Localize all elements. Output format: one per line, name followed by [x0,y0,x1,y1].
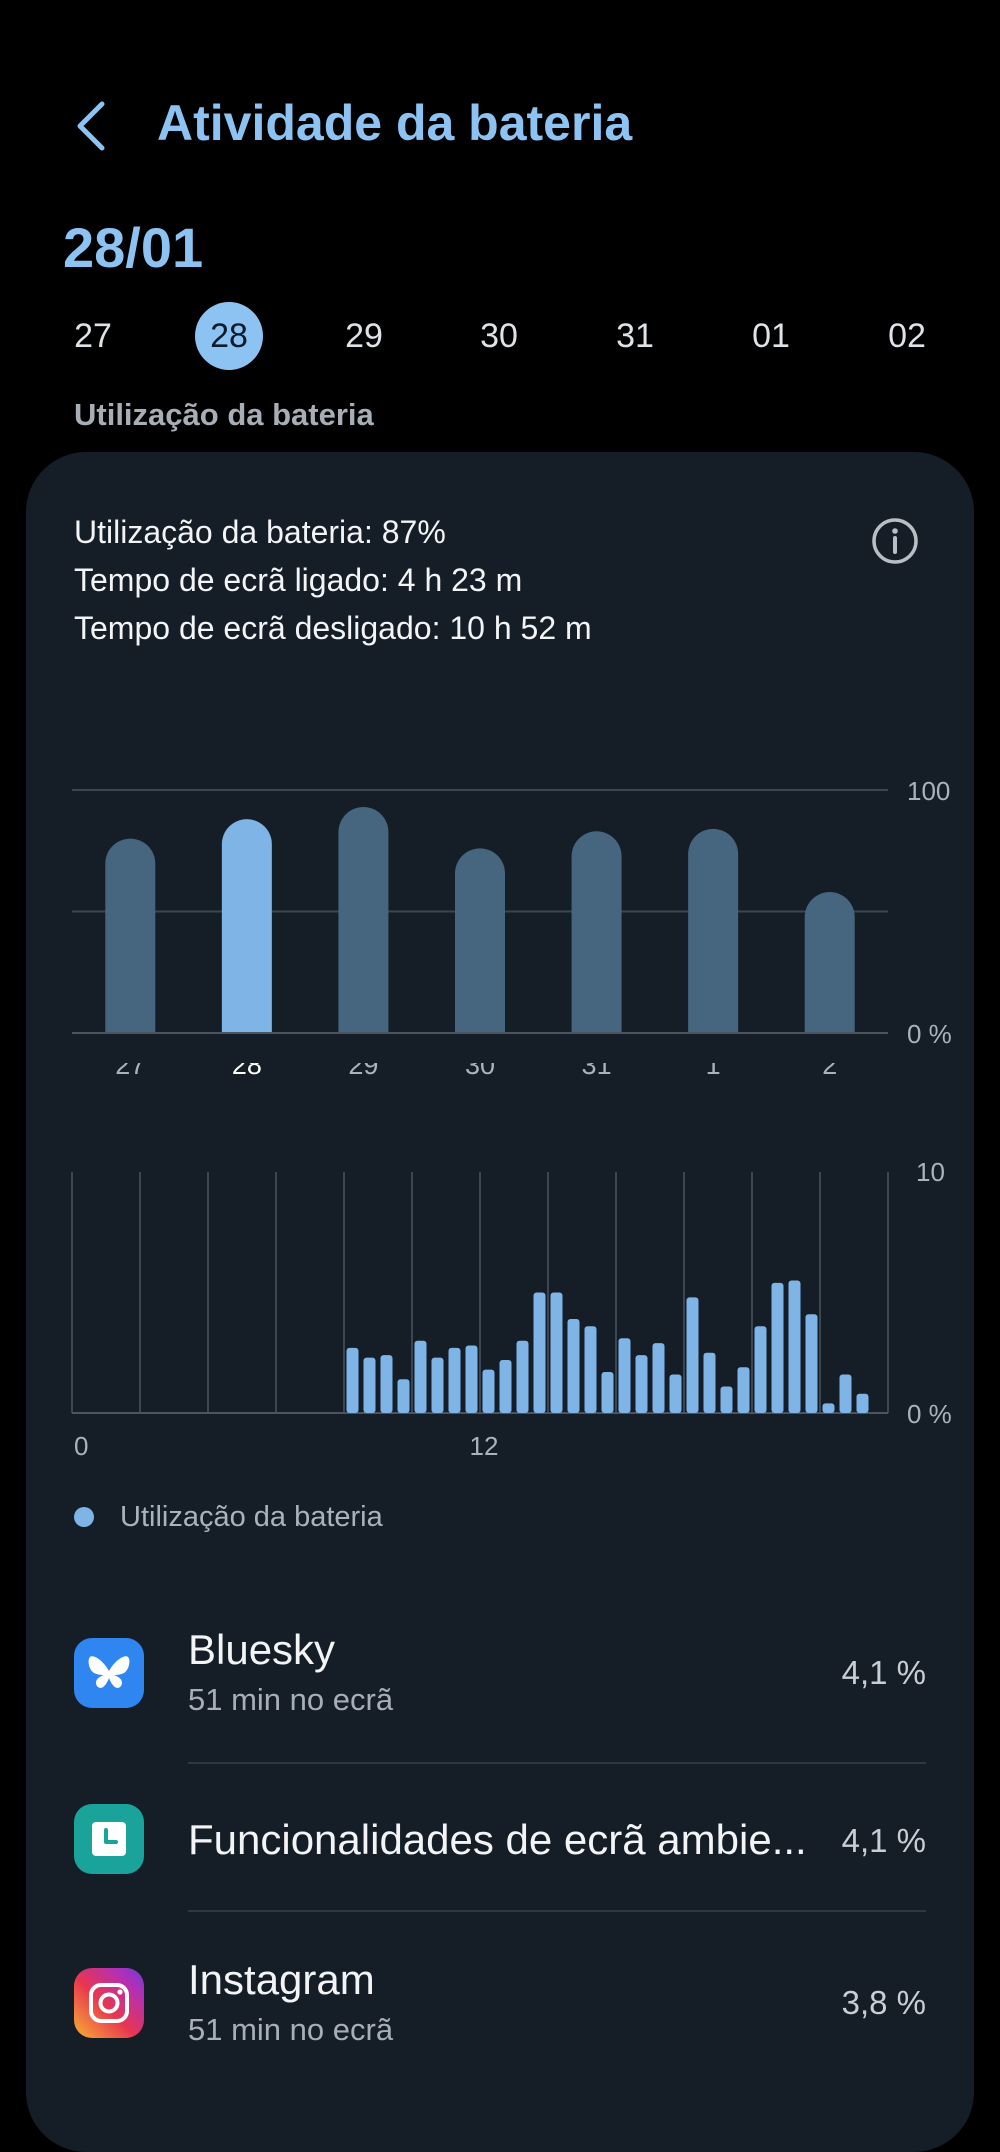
usage-total: Utilização da bateria: 87% [74,514,446,550]
app-percent: 4,1 % [841,1822,926,1859]
usage-summary: Utilização da bateria: 87% Tempo de ecrã… [74,508,592,652]
chart-bar [788,1280,801,1413]
instagram-icon [74,1968,144,2038]
chart-bar [839,1374,852,1413]
day-selector: 27 28 29 30 31 01 02 [0,300,1000,380]
y-tick-label: 100 [907,776,950,806]
legend-dot [74,1507,94,1527]
chart-bar [652,1343,665,1413]
back-arrow-icon[interactable] [64,96,118,156]
day-item-selected[interactable]: 28 [189,300,269,372]
chart-bar [771,1282,784,1413]
app-row-ambient-display[interactable]: Funcionalidades de ecrã ambie... 4,1 % [0,1770,1000,1910]
chart-bar [414,1340,427,1413]
app-name: Funcionalidades de ecrã ambie... [188,1816,807,1863]
app-percent: 4,1 % [841,1654,926,1691]
chart-bar [567,1319,580,1413]
chart-bar [686,1297,699,1413]
app-screen-time: 51 min no ecrã [188,1682,394,1717]
day-item[interactable]: 29 [345,317,383,355]
chart-bar [533,1292,546,1413]
chart-bar [465,1345,478,1413]
chart-bar [703,1352,716,1413]
app-percent: 3,8 % [841,1984,926,2021]
chart-bar [397,1379,410,1413]
chart-bar [618,1338,631,1413]
app-bar: Atividade da bateria [0,80,1000,170]
app-name: Bluesky [188,1626,336,1673]
chart-bar [584,1326,597,1413]
chart-bar [822,1403,835,1413]
day-item[interactable]: 27 [74,317,112,355]
chart-bar [516,1340,529,1413]
section-label: Utilização da bateria [74,397,374,432]
baseline-mask [72,1033,888,1063]
chart-bar [571,831,622,1058]
chart-bar [482,1369,495,1413]
day-item[interactable]: 01 [752,317,790,355]
chart-bar [499,1359,512,1413]
x-tick-label: 12 [470,1431,499,1461]
app-screen-time: 51 min no ecrã [188,2012,394,2047]
chart-bar [669,1374,682,1413]
page-title: Atividade da bateria [157,95,633,151]
chart-bar [363,1357,376,1413]
y-tick-label: 0 % [907,1019,952,1049]
clock-icon [74,1804,144,1874]
legend-label: Utilização da bateria [120,1501,383,1533]
app-name: Instagram [188,1956,375,2003]
y-tick-label: 0 % [907,1399,952,1429]
chart-bar [754,1326,767,1413]
chart-bar [455,848,505,1058]
screen-off-time: Tempo de ecrã desligado: 10 h 52 m [74,610,592,646]
chart-bar [737,1367,750,1413]
chart-bar [338,807,389,1058]
chart-bar [105,838,156,1058]
y-tick-label: 10 [916,1157,945,1187]
chart-bar [720,1386,733,1413]
chart-bar [346,1347,359,1413]
chart-bar [550,1292,563,1413]
chart-bar [688,828,739,1058]
day-item[interactable]: 31 [616,317,654,355]
day-item[interactable]: 30 [480,317,518,355]
chart-bar [804,892,855,1058]
chart-bar [601,1372,614,1413]
info-icon[interactable] [870,516,920,566]
selected-date: 28/01 [63,216,204,279]
chart-bar [805,1314,818,1413]
battery-card [26,452,974,2152]
screen-on-time: Tempo de ecrã ligado: 4 h 23 m [74,562,523,598]
app-row-bluesky[interactable]: Bluesky 51 min no ecrã 4,1 % [0,1610,1000,1750]
list-divider [188,1910,926,1912]
chart-bar [856,1393,869,1413]
day-item[interactable]: 02 [888,317,926,355]
chart-bar [221,819,272,1058]
bluesky-butterfly-icon [74,1638,144,1708]
app-row-instagram[interactable]: Instagram 51 min no ecrã 3,8 % [0,1930,1000,2070]
x-tick-label: 0 [74,1431,88,1461]
list-divider [188,1762,926,1764]
chart-bar [431,1357,444,1413]
chart-bar [448,1347,461,1413]
chart-bar [635,1355,648,1413]
chart-bar [380,1355,393,1413]
